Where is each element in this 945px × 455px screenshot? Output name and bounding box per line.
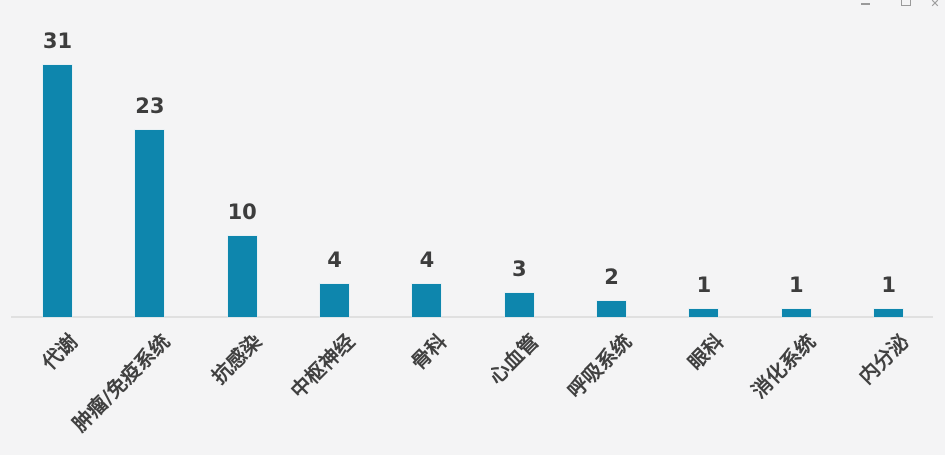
bar-value-label: 31 — [42, 29, 73, 53]
bar — [597, 301, 627, 317]
category-label: 中枢神经 — [285, 329, 359, 403]
close-icon[interactable]: ✕ — [930, 0, 940, 10]
x-axis-line — [11, 316, 933, 318]
category-label: 骨科 — [405, 329, 452, 375]
category-label: 抗感染 — [207, 329, 267, 389]
bar — [135, 130, 165, 317]
category-label: 眼科 — [682, 329, 729, 375]
maximize-icon[interactable] — [901, 0, 911, 6]
category-label: 呼吸系统 — [562, 329, 636, 403]
bar-value-label: 2 — [604, 265, 619, 289]
category-label: 代谢 — [36, 329, 82, 375]
category-label: 心血管 — [484, 329, 544, 389]
bar-value-label: 1 — [696, 273, 712, 297]
bar — [43, 65, 72, 317]
bar — [412, 284, 442, 317]
bar-value-label: 1 — [881, 273, 896, 297]
bar-value-label: 4 — [327, 248, 342, 272]
bar — [320, 284, 350, 317]
bar-value-label: 3 — [511, 257, 527, 281]
bar-value-label: 4 — [419, 248, 435, 272]
bar — [874, 309, 904, 317]
bar — [781, 309, 811, 317]
bar-value-label: 23 — [135, 94, 165, 118]
bar-value-label: 1 — [788, 273, 804, 297]
bar — [504, 293, 534, 317]
bar-value-label: 10 — [227, 200, 257, 224]
category-label: 肿瘤/免疫系统 — [67, 329, 175, 437]
minimize-icon[interactable] — [861, 3, 870, 5]
category-label: 内分泌 — [853, 329, 913, 389]
bar — [689, 309, 719, 317]
category-label: 消化系统 — [747, 329, 821, 403]
bar — [227, 236, 257, 317]
